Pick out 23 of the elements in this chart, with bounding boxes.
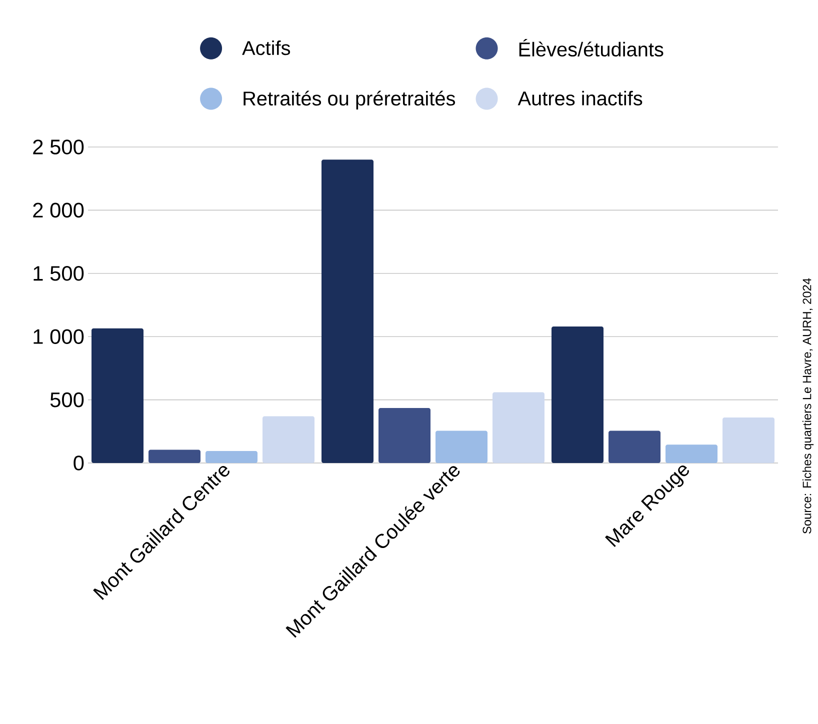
bar (666, 444, 718, 463)
legend-label: Actifs (242, 40, 290, 56)
y-tick-label: 2 000 (33, 202, 84, 218)
bar (262, 416, 315, 463)
bar (552, 326, 604, 463)
legend-label: Retraités ou préretraités (244, 90, 456, 110)
y-tick-label: 1 500 (34, 266, 84, 281)
bar (206, 450, 258, 463)
source-note: Source: Fiches quartiers Le Havre, AURH, 2024 (802, 278, 814, 534)
y-tick-label: 1 000 (34, 329, 84, 344)
bar (378, 408, 431, 463)
bar (608, 430, 661, 463)
bar (92, 328, 144, 463)
legend-label: Élèves/étudiants (519, 39, 664, 57)
y-tick-label: 2 500 (33, 140, 84, 154)
legend-label: Autres inactifs (518, 90, 642, 106)
bar (492, 392, 545, 463)
bar (148, 450, 200, 463)
bar (436, 430, 488, 463)
bar (722, 417, 775, 463)
y-tick-label: 0 (74, 456, 84, 470)
bar (322, 160, 374, 463)
y-tick-label: 500 (50, 392, 84, 408)
